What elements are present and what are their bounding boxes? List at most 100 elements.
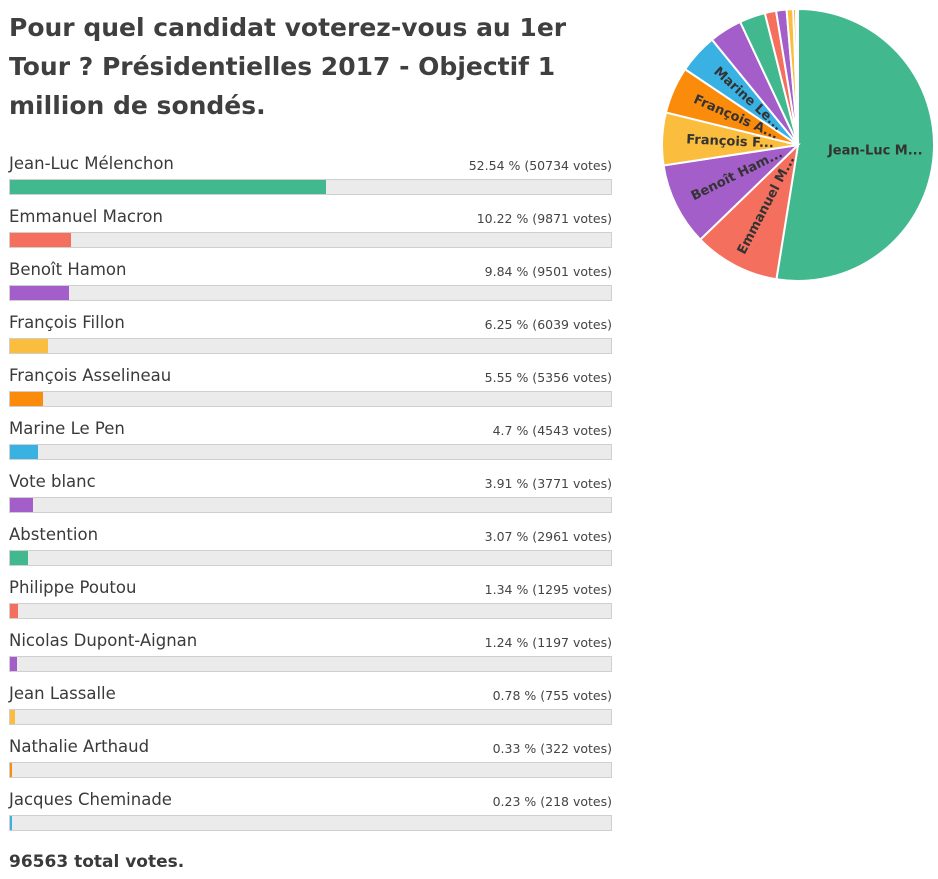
bar-fill bbox=[10, 710, 15, 724]
bar-fill bbox=[10, 286, 70, 300]
vote-count: 755 bbox=[545, 688, 612, 703]
candidate-name: Jacques Cheminade bbox=[9, 790, 172, 809]
candidate-stat: 10.229871 bbox=[477, 211, 612, 226]
bar-fill bbox=[10, 763, 12, 777]
vote-count: 322 bbox=[545, 741, 612, 756]
candidate-name: Marine Le Pen bbox=[9, 419, 125, 438]
bar-fill bbox=[10, 816, 12, 830]
candidate-name: Nicolas Dupont-Aignan bbox=[9, 631, 198, 650]
bar-track bbox=[9, 338, 612, 354]
vote-count: 6039 bbox=[537, 317, 612, 332]
pie-chart: Jean-Luc M...Emmanuel M...Benoît Ham...F… bbox=[661, 7, 935, 282]
candidate-stat: 5.555356 bbox=[485, 370, 612, 385]
vote-count: 5356 bbox=[537, 370, 612, 385]
result-row: Marine Le Pen 4.74543 bbox=[9, 417, 612, 470]
poll-title: Pour quel candidat voterez-vous au 1er T… bbox=[9, 13, 567, 120]
percent-value: 5.55 bbox=[485, 370, 538, 385]
bar-track bbox=[9, 815, 612, 831]
bar-track bbox=[9, 497, 612, 513]
bar-track bbox=[9, 550, 612, 566]
bar-track bbox=[9, 391, 612, 407]
candidate-name: Nathalie Arthaud bbox=[9, 737, 150, 756]
bar-fill bbox=[10, 180, 326, 194]
percent-value: 52.54 bbox=[469, 158, 530, 173]
pie-slice bbox=[662, 143, 801, 241]
pie-slice bbox=[795, 7, 799, 146]
result-row: Abstention 3.072961 bbox=[9, 523, 612, 576]
percent-value: 1.24 bbox=[485, 635, 538, 650]
result-row: Jean Lassalle 0.78755 bbox=[9, 682, 612, 735]
result-row: François Fillon 6.256039 bbox=[9, 311, 612, 364]
candidate-stat: 9.849501 bbox=[485, 264, 612, 279]
vote-count: 9501 bbox=[537, 264, 612, 279]
candidate-stat: 0.23218 bbox=[493, 794, 612, 809]
total-votes-value: 96563 bbox=[9, 852, 184, 872]
vote-count: 218 bbox=[545, 794, 612, 809]
percent-value: 9.84 bbox=[485, 264, 538, 279]
candidate-name: Jean Lassalle bbox=[9, 684, 116, 703]
percent-value: 1.34 bbox=[485, 582, 538, 597]
candidate-name: Abstention bbox=[9, 525, 99, 544]
bar-fill bbox=[10, 657, 18, 671]
candidate-name: François Fillon bbox=[9, 313, 125, 332]
pie-slice bbox=[698, 142, 800, 281]
bar-track bbox=[9, 762, 612, 778]
candidate-name: Philippe Poutou bbox=[9, 578, 137, 597]
candidate-name: Vote blanc bbox=[9, 472, 96, 491]
bar-fill bbox=[10, 498, 34, 512]
percent-value: 3.91 bbox=[485, 476, 538, 491]
total-votes: 96563 bbox=[9, 852, 184, 872]
percent-value: 0.23 bbox=[493, 794, 546, 809]
vote-count: 1197 bbox=[537, 635, 612, 650]
bar-track bbox=[9, 285, 612, 301]
bar-fill bbox=[10, 445, 39, 459]
percent-value: 10.22 bbox=[477, 211, 538, 226]
bar-track bbox=[9, 656, 612, 672]
candidate-stat: 1.241197 bbox=[485, 635, 612, 650]
candidate-name: Emmanuel Macron bbox=[9, 207, 163, 226]
percent-value: 0.33 bbox=[493, 741, 546, 756]
pie-slice bbox=[775, 7, 935, 282]
result-row: Philippe Poutou 1.341295 bbox=[9, 576, 612, 629]
candidate-stat: 0.78755 bbox=[493, 688, 612, 703]
pie-slice-label: François F... bbox=[686, 132, 774, 151]
bar-track bbox=[9, 709, 612, 725]
bar-fill bbox=[10, 392, 44, 406]
candidate-stat: 0.33322 bbox=[493, 741, 612, 756]
result-row: Nathalie Arthaud 0.33322 bbox=[9, 735, 612, 788]
candidate-name: Jean-Luc Mélenchon bbox=[9, 154, 174, 173]
vote-count: 9871 bbox=[537, 211, 612, 226]
bar-track bbox=[9, 603, 612, 619]
pie-slice-label: Jean-Luc M... bbox=[827, 144, 923, 159]
result-row: Jean-Luc Mélenchon 52.5450734 bbox=[9, 152, 612, 205]
candidate-stat: 3.072961 bbox=[485, 529, 612, 544]
candidate-stat: 52.5450734 bbox=[469, 158, 612, 173]
vote-count: 4543 bbox=[537, 423, 612, 438]
vote-count: 2961 bbox=[537, 529, 612, 544]
result-row: Emmanuel Macron 10.229871 bbox=[9, 205, 612, 258]
result-row: François Asselineau 5.555356 bbox=[9, 364, 612, 417]
bar-track bbox=[9, 444, 612, 460]
results-list: Jean-Luc Mélenchon 52.5450734 Emmanuel Mac… bbox=[9, 152, 612, 841]
bar-track bbox=[9, 232, 612, 248]
bar-fill bbox=[10, 233, 72, 247]
result-row: Jacques Cheminade 0.23218 bbox=[9, 788, 612, 841]
candidate-name: Benoît Hamon bbox=[9, 260, 127, 279]
vote-count: 3771 bbox=[537, 476, 612, 491]
candidate-stat: 6.256039 bbox=[485, 317, 612, 332]
vote-count: 1295 bbox=[537, 582, 612, 597]
result-row: Nicolas Dupont-Aignan 1.241197 bbox=[9, 629, 612, 682]
result-row: Vote blanc 3.913771 bbox=[9, 470, 612, 523]
candidate-stat: 3.913771 bbox=[485, 476, 612, 491]
result-row: Benoît Hamon 9.849501 bbox=[9, 258, 612, 311]
bar-track bbox=[9, 179, 612, 195]
bar-fill bbox=[10, 604, 19, 618]
candidate-stat: 4.74543 bbox=[493, 423, 612, 438]
vote-count: 50734 bbox=[529, 158, 612, 173]
percent-value: 0.78 bbox=[493, 688, 546, 703]
percent-value: 6.25 bbox=[485, 317, 538, 332]
candidate-name: François Asselineau bbox=[9, 366, 172, 385]
candidate-stat: 1.341295 bbox=[485, 582, 612, 597]
percent-value: 4.7 bbox=[493, 423, 538, 438]
percent-value: 3.07 bbox=[485, 529, 538, 544]
